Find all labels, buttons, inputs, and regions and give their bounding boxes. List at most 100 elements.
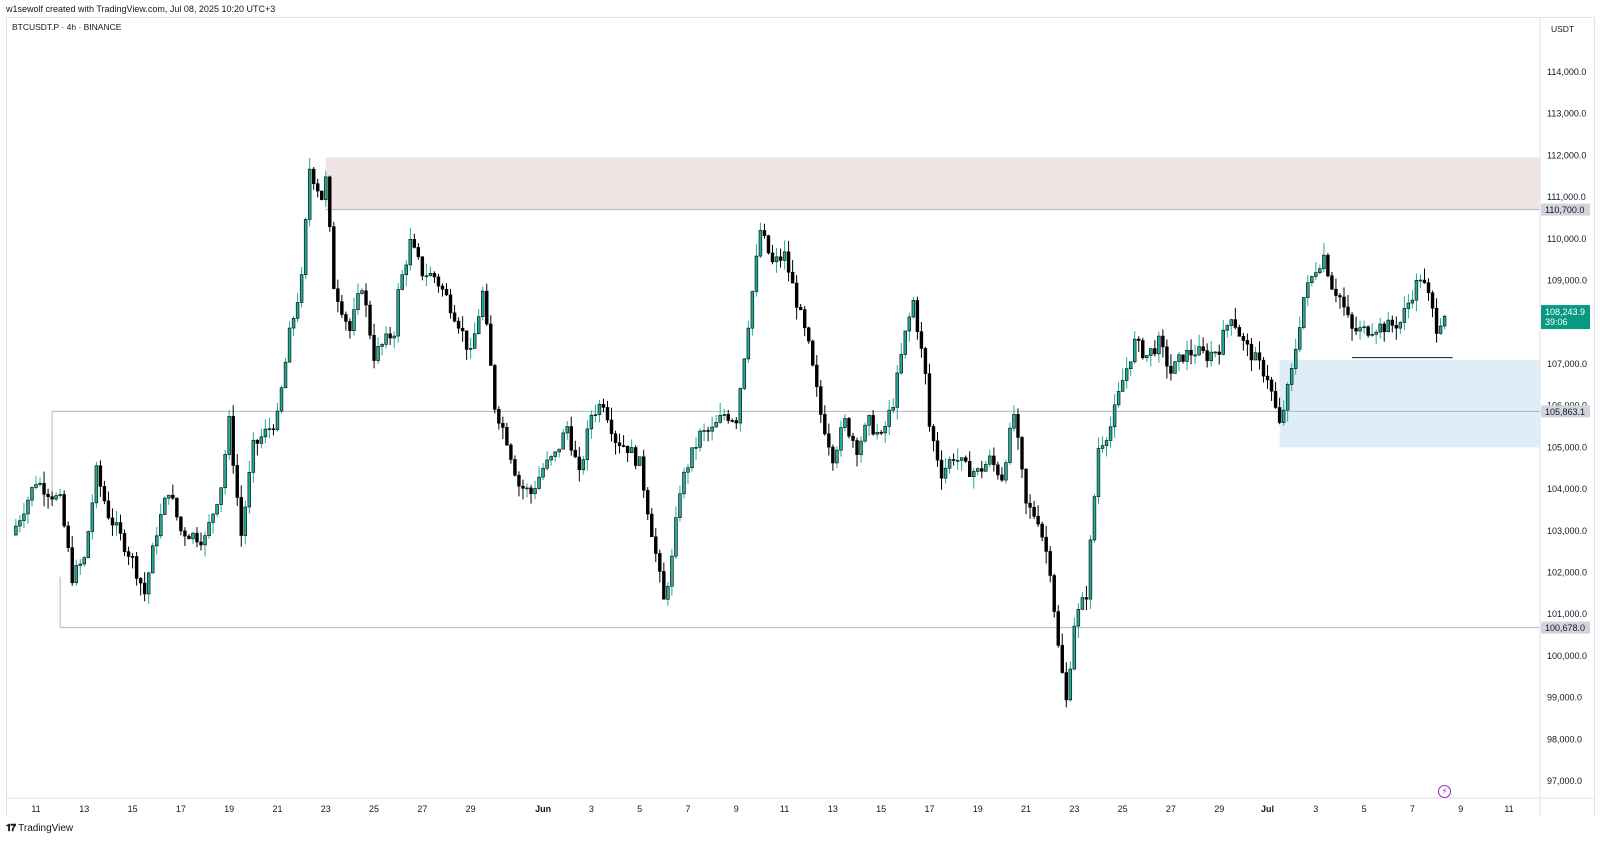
candle [384, 326, 388, 349]
candle-body-down [1426, 282, 1431, 294]
candle [593, 404, 598, 423]
candle-body-up [694, 446, 698, 449]
candle-body-up [1177, 354, 1181, 362]
candle-body-down [501, 422, 505, 428]
candle-body-up [155, 535, 159, 547]
candle [400, 269, 404, 291]
candle-body-down [46, 493, 50, 497]
candle-body-down [460, 327, 465, 332]
candle [1100, 436, 1105, 453]
candle [1354, 316, 1358, 336]
candle-body-down [931, 426, 936, 442]
candle [1116, 381, 1121, 408]
candle [311, 167, 316, 190]
candle [819, 380, 823, 423]
zones-layer [325, 157, 1540, 448]
lightning-icon[interactable]: ⚡ [1438, 785, 1451, 798]
y-tick-label: 112,000.0 [1547, 150, 1586, 160]
candle [1153, 340, 1157, 357]
candle-body-down [1032, 506, 1036, 517]
candle-body-down [1052, 575, 1056, 612]
candle-body-down [827, 433, 831, 448]
candle [1438, 318, 1443, 335]
candle-body-up [581, 459, 586, 471]
candle-body-up [159, 514, 163, 537]
candle [344, 311, 348, 331]
candle [179, 516, 183, 536]
candle [505, 423, 509, 447]
candle [1378, 317, 1382, 339]
candle-body-up [891, 407, 895, 411]
candle-body-down [734, 420, 738, 424]
candle [734, 417, 738, 430]
candle [1265, 365, 1270, 389]
candle-body-down [1249, 343, 1254, 361]
candle [855, 437, 859, 467]
x-tick-label: 25 [369, 804, 379, 814]
candle [497, 406, 501, 430]
candle [670, 548, 674, 596]
candle-body-up [843, 418, 847, 428]
candle [1185, 340, 1189, 371]
candle [195, 527, 199, 548]
candle-body-up [1008, 427, 1012, 463]
candle-body-up [468, 348, 473, 350]
candle [1394, 316, 1399, 340]
candle [513, 455, 517, 477]
candle-body-down [662, 571, 666, 600]
candle [239, 485, 243, 547]
candle [935, 432, 940, 467]
candle-body-down [332, 226, 336, 290]
axis-layer: 97,000.0 98,000.0 99,000.0 100,000.0 101,000… [7, 18, 1595, 816]
candle-body-up [1104, 440, 1109, 446]
candle [146, 571, 151, 604]
candle [130, 553, 135, 569]
candle-body-up [215, 504, 219, 515]
footer-brand[interactable]: 𝟏𝟕 TradingView [6, 823, 73, 834]
candle [658, 549, 662, 583]
candle [1398, 321, 1403, 334]
candle [1310, 275, 1314, 287]
candle-body-up [275, 410, 280, 430]
candle-body-up [428, 273, 433, 277]
candle-body-up [947, 459, 952, 469]
candle [50, 491, 54, 507]
candle [597, 400, 602, 423]
currency-label[interactable]: USDT [1551, 24, 1575, 34]
candle-body-up [34, 484, 38, 488]
x-tick-label: 9 [1458, 804, 1463, 814]
candle-body-up [1185, 349, 1189, 362]
candle-body-up [835, 449, 839, 464]
candle-body-up [481, 290, 485, 317]
candle-body-down [364, 290, 368, 306]
candle [207, 514, 211, 539]
candle-body-down [1422, 279, 1427, 284]
countdown-label: 39:06 [1545, 317, 1568, 327]
candle-body-up [629, 447, 634, 453]
candle [368, 300, 372, 340]
candle [722, 408, 726, 421]
candle [476, 308, 481, 335]
x-tick-label: 19 [224, 804, 234, 814]
candle-body-up [1322, 254, 1326, 270]
candle [867, 414, 871, 436]
candle [1386, 311, 1390, 333]
candle-body-down [1044, 536, 1048, 552]
candle-body-up [1438, 325, 1443, 334]
candle-body-up [1108, 426, 1113, 441]
candle-body-down [340, 301, 344, 315]
candle [1257, 341, 1262, 370]
symbol-info[interactable]: BTCUSDT.P · 4h · BINANCE [12, 22, 122, 32]
candle [98, 460, 103, 497]
candle [1281, 400, 1286, 426]
candle [171, 484, 175, 500]
candle-body-down [311, 168, 316, 185]
candle [118, 514, 123, 541]
candle [883, 421, 887, 443]
candle [1402, 296, 1407, 331]
candle [1032, 500, 1036, 520]
candle-body-down [1217, 351, 1221, 355]
x-tick-label: 13 [79, 804, 89, 814]
candle [706, 426, 710, 442]
